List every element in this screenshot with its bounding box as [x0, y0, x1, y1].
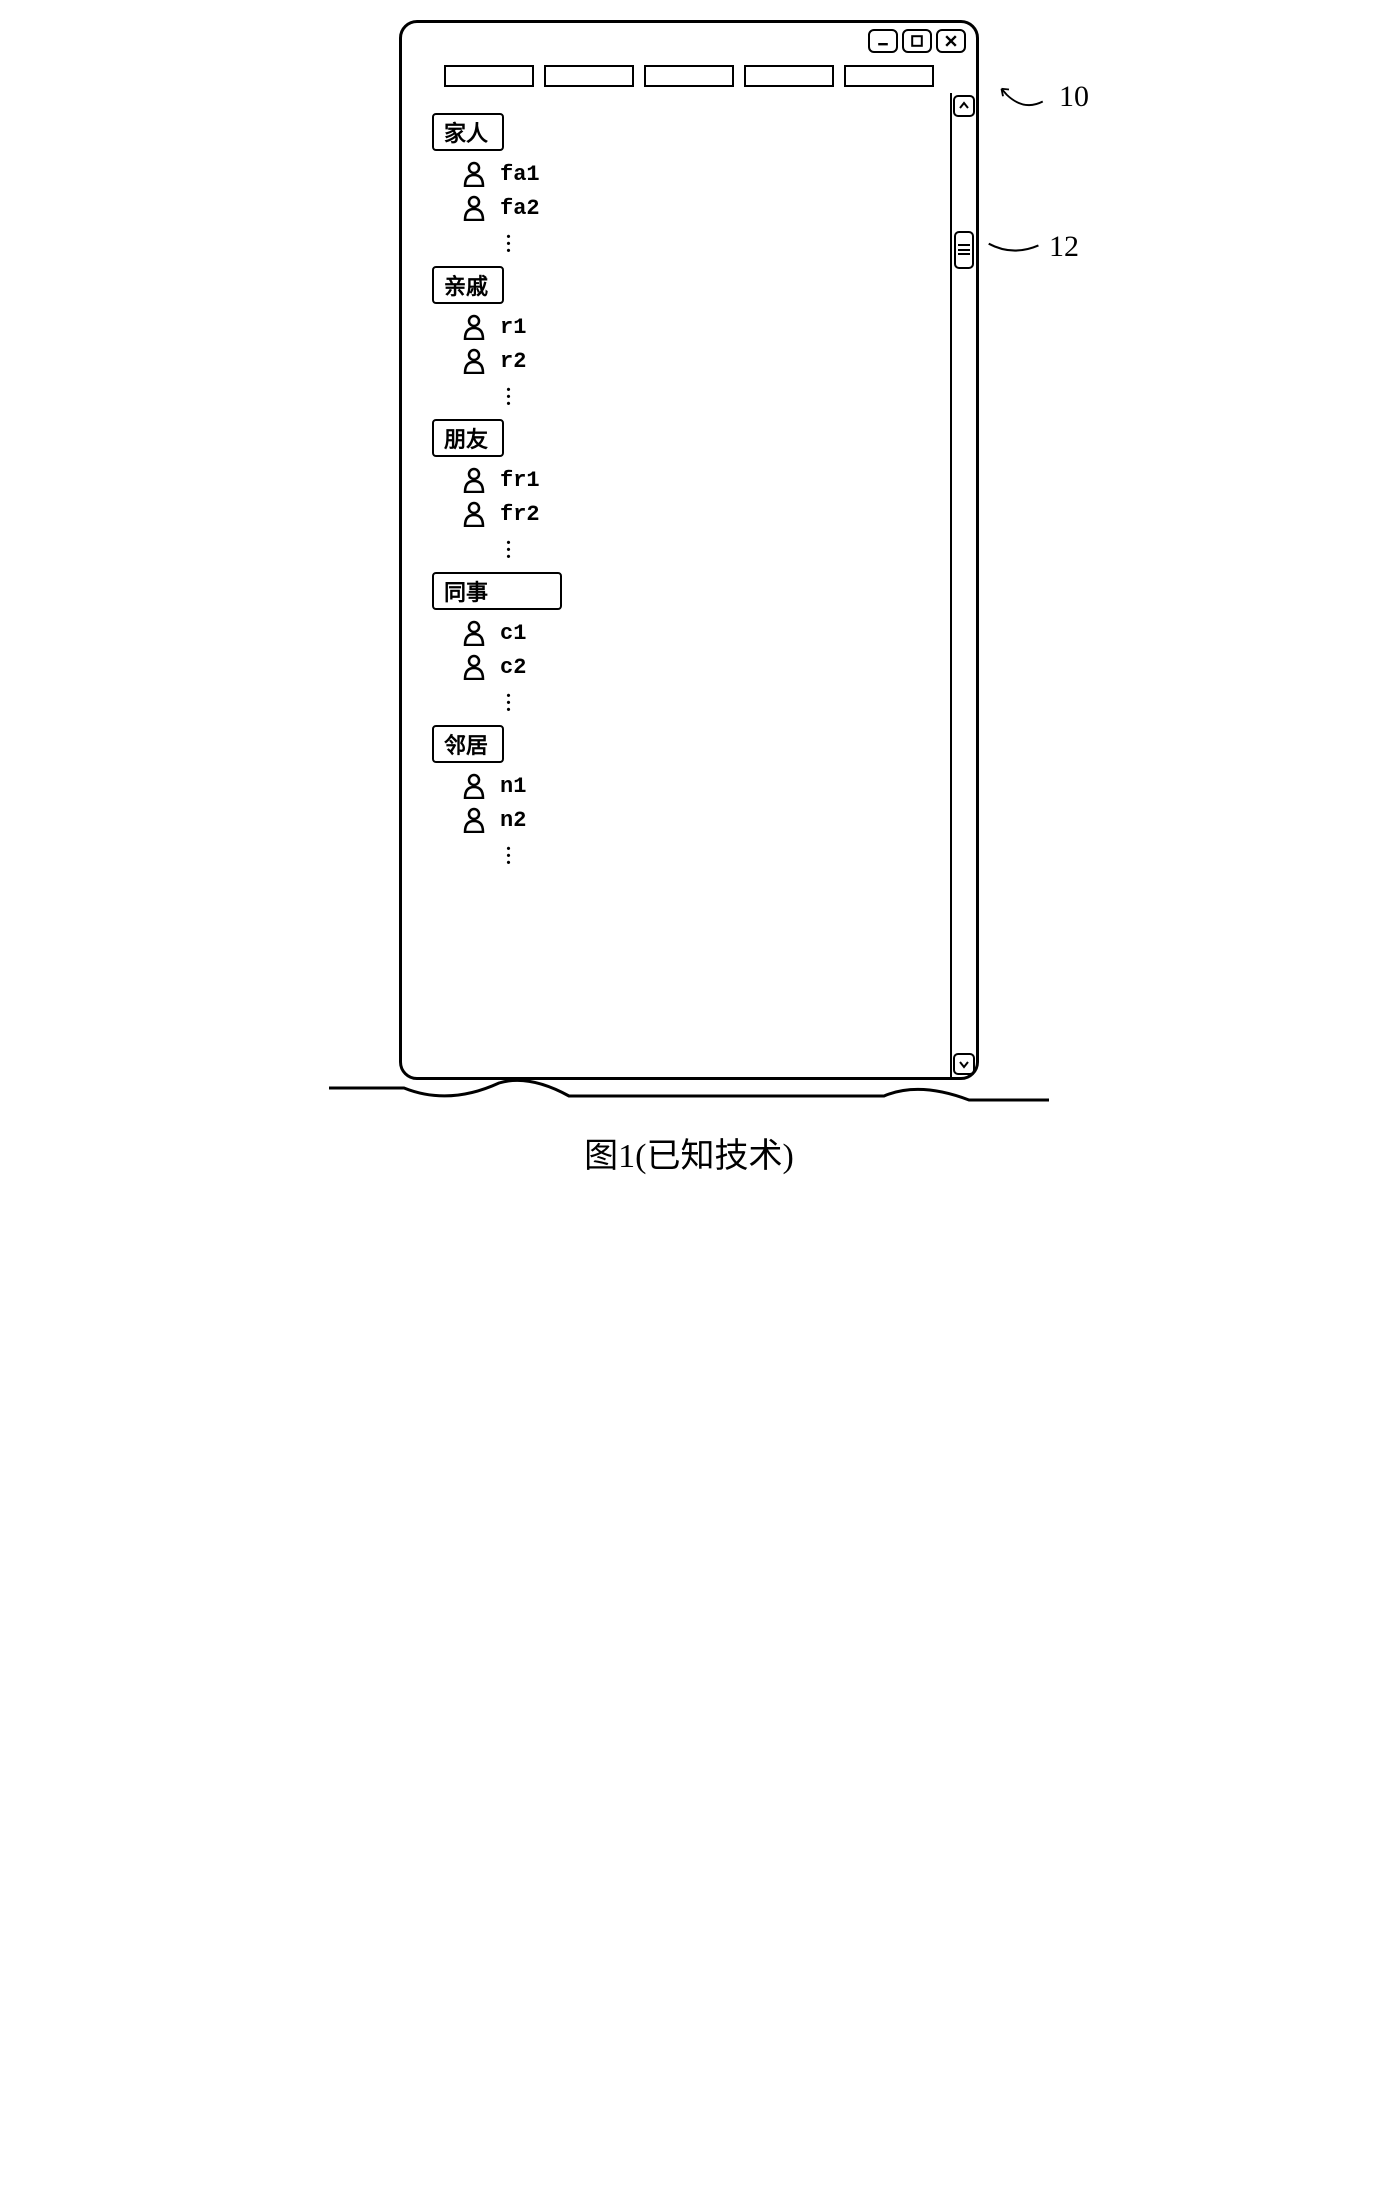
contact-name: n1 [500, 774, 526, 799]
contact-name: n2 [500, 808, 526, 833]
group-label[interactable]: 邻居 [432, 725, 504, 763]
contact-group: 家人 fa1 fa2... [432, 113, 940, 250]
person-icon [462, 773, 486, 799]
group-label[interactable]: 朋友 [432, 419, 504, 457]
contact-item[interactable]: fr2 [462, 501, 940, 527]
person-icon [462, 620, 486, 646]
titlebar [402, 23, 976, 59]
maximize-button[interactable] [902, 29, 932, 53]
group-label[interactable]: 家人 [432, 113, 504, 151]
contact-name: r2 [500, 349, 526, 374]
contact-item[interactable]: n1 [462, 773, 940, 799]
contact-name: r1 [500, 315, 526, 340]
toolbar [402, 59, 976, 93]
person-icon [462, 807, 486, 833]
contact-item[interactable]: fr1 [462, 467, 940, 493]
contact-group: 同事 c1 c2... [432, 572, 940, 709]
contact-name: fr2 [500, 502, 540, 527]
content-area: 家人 fa1 fa2...亲戚 r1 r2...朋友 fr1 fr2...同事 … [402, 93, 976, 1077]
leader-line-icon [987, 233, 1047, 263]
contact-group: 邻居 n1 n2... [432, 725, 940, 862]
person-icon [462, 501, 486, 527]
contact-item[interactable]: c1 [462, 620, 940, 646]
contact-group: 亲戚 r1 r2... [432, 266, 940, 403]
scroll-thumb[interactable] [954, 231, 974, 269]
toolbar-button[interactable] [744, 65, 834, 87]
ellipsis-icon: ... [506, 382, 940, 403]
close-button[interactable] [936, 29, 966, 53]
group-label[interactable]: 同事 [432, 572, 562, 610]
scroll-up-button[interactable] [953, 95, 975, 117]
person-icon [462, 654, 486, 680]
annotation-thumb-ref: 12 [1049, 230, 1079, 264]
contact-name: c1 [500, 621, 526, 646]
person-icon [462, 195, 486, 221]
contact-item[interactable]: fa1 [462, 161, 940, 187]
contact-name: fa1 [500, 162, 540, 187]
person-icon [462, 161, 486, 187]
contact-item[interactable]: r1 [462, 314, 940, 340]
contact-group: 朋友 fr1 fr2... [432, 419, 940, 556]
ellipsis-icon: ... [506, 229, 940, 250]
person-icon [462, 314, 486, 340]
scroll-down-button[interactable] [953, 1053, 975, 1075]
toolbar-button[interactable] [544, 65, 634, 87]
ellipsis-icon: ... [506, 535, 940, 556]
contact-name: c2 [500, 655, 526, 680]
toolbar-button[interactable] [644, 65, 734, 87]
contact-name: fr1 [500, 468, 540, 493]
group-label[interactable]: 亲戚 [432, 266, 504, 304]
ellipsis-icon: ... [506, 841, 940, 862]
annotation-window-ref: 10 [1059, 80, 1089, 114]
contact-name: fa2 [500, 196, 540, 221]
toolbar-button[interactable] [444, 65, 534, 87]
leader-line-icon [994, 85, 1054, 115]
contact-item[interactable]: n2 [462, 807, 940, 833]
contact-item[interactable]: fa2 [462, 195, 940, 221]
contact-item[interactable]: r2 [462, 348, 940, 374]
app-window: 家人 fa1 fa2...亲戚 r1 r2...朋友 fr1 fr2...同事 … [399, 20, 979, 1080]
ground-line [329, 1078, 1049, 1108]
minimize-button[interactable] [868, 29, 898, 53]
scroll-track[interactable] [952, 119, 976, 1051]
person-icon [462, 348, 486, 374]
ellipsis-icon: ... [506, 688, 940, 709]
contact-list: 家人 fa1 fa2...亲戚 r1 r2...朋友 fr1 fr2...同事 … [402, 93, 950, 1077]
toolbar-button[interactable] [844, 65, 934, 87]
contact-item[interactable]: c2 [462, 654, 940, 680]
scrollbar[interactable] [950, 93, 976, 1077]
person-icon [462, 467, 486, 493]
figure-caption: 图1(已知技术) [584, 1128, 794, 1177]
